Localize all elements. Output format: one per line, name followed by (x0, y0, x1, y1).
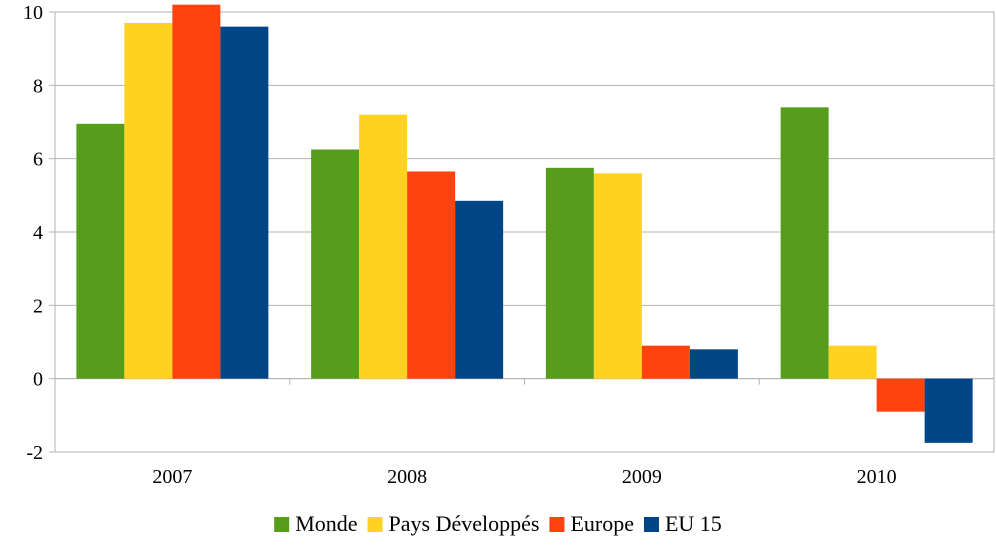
y-tick-label: -2 (26, 442, 43, 464)
legend-item-monde: Monde (274, 511, 358, 536)
legend-item-pays-d-velopp-s: Pays Développés (367, 511, 540, 536)
legend-swatch (643, 517, 659, 532)
bar-monde-2008 (311, 149, 360, 379)
y-tick-label: 10 (23, 2, 43, 24)
legend-label: EU 15 (665, 511, 722, 536)
y-tick-label: 0 (33, 369, 43, 391)
legend-item-eu-15: EU 15 (643, 511, 722, 536)
bars (76, 4, 973, 443)
bar-monde-2007 (76, 123, 125, 379)
bar-monde-2009 (545, 167, 594, 379)
bar-pays-d-velopp-s-2008 (359, 114, 408, 379)
y-tick-label: 6 (33, 149, 43, 171)
x-tick-label: 2010 (857, 466, 897, 488)
bar-europe-2009 (641, 345, 690, 379)
legend-swatch (549, 517, 565, 532)
y-tick-label: 2 (33, 295, 43, 317)
x-tick-label: 2009 (622, 466, 662, 488)
legend-swatch (274, 517, 290, 532)
tick-labels: -2 0 2 4 6 8 10 2007 2008 2009 2010 (23, 2, 897, 488)
bar-pays-d-velopp-s-2009 (593, 173, 642, 379)
bar-pays-d-velopp-s-2007 (124, 23, 173, 379)
bar-europe-2010 (876, 378, 925, 412)
legend-label: Europe (570, 511, 634, 536)
bar-monde-2010 (780, 107, 829, 379)
x-tick-label: 2008 (387, 466, 427, 488)
legend-label: Pays Développés (389, 511, 540, 536)
x-tick-label: 2007 (152, 466, 192, 488)
bar-europe-2007 (172, 4, 221, 379)
bar-eu-15-2010 (924, 378, 973, 443)
y-tick-label: 8 (33, 75, 43, 97)
y-tick-label: 4 (33, 222, 43, 244)
legend-label: Monde (295, 511, 357, 536)
legend-swatch (367, 517, 383, 532)
legend: Monde Pays Développés Europe EU 15 (274, 511, 722, 536)
bar-pays-d-velopp-s-2010 (828, 345, 877, 379)
bar-eu-15-2007 (220, 26, 269, 379)
bar-europe-2008 (407, 171, 456, 379)
bar-eu-15-2008 (455, 200, 504, 379)
bar-eu-15-2009 (689, 349, 738, 379)
legend-item-europe: Europe (549, 511, 634, 536)
